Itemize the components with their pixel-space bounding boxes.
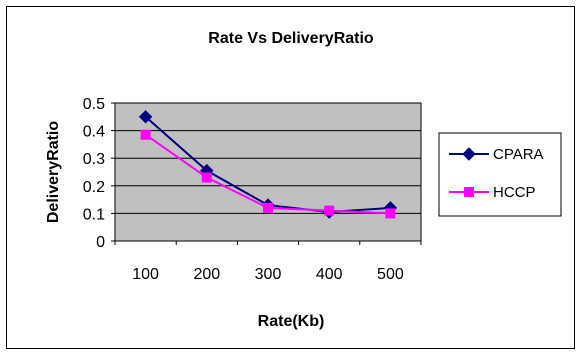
legend-entry: CPARA: [449, 146, 544, 163]
legend-entry: HCCP: [449, 184, 536, 201]
data-point-square: [385, 208, 396, 219]
y-tick-label: 0.4: [83, 124, 105, 141]
y-tick-label: 0: [96, 234, 105, 251]
legend: CPARA HCCP: [438, 132, 562, 217]
legend-label: HCCP: [493, 184, 536, 201]
plot-area: [114, 102, 422, 242]
y-tick-label: 0.5: [83, 96, 105, 113]
y-axis-label: DeliveryRatio: [45, 121, 62, 223]
data-point-square: [201, 172, 212, 183]
x-tick-label: 500: [377, 266, 404, 283]
x-tick-label: 200: [193, 266, 220, 283]
data-point-diamond: [462, 147, 476, 161]
x-axis-label: Rate(Kb): [258, 313, 325, 330]
x-axis-ticks: 100 200 300 400 500: [114, 241, 422, 283]
x-tick-label: 100: [132, 266, 159, 283]
series-hccp: [140, 129, 396, 219]
y-tick-label: 0.2: [83, 179, 105, 196]
series-layer: [138, 110, 398, 219]
data-point-square: [324, 205, 335, 216]
y-tick-label: 0.3: [83, 151, 105, 168]
legend-label: CPARA: [493, 146, 544, 163]
y-tick-label: 0.1: [83, 206, 105, 223]
legend-box: [438, 132, 562, 217]
data-point-square: [140, 129, 151, 140]
y-axis-ticks: 0 0.1 0.2 0.3 0.4 0.5: [83, 96, 115, 251]
x-tick-label: 400: [316, 266, 343, 283]
data-point-square: [263, 202, 273, 213]
data-point-square: [464, 187, 474, 197]
data-point-diamond: [138, 110, 153, 124]
chart-title: Rate Vs DeliveryRatio: [208, 30, 374, 47]
x-tick-label: 300: [255, 266, 282, 283]
